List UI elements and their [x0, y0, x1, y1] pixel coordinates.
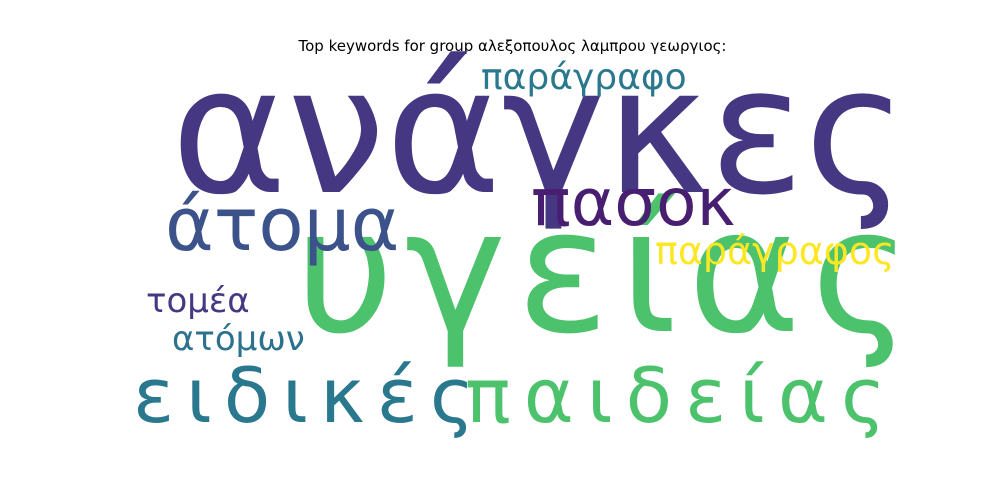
word-paideias: παιδείας [465, 351, 899, 440]
word-cloud: ανάγκες υγείας παιδείας ειδικές άτομα πα… [125, 44, 912, 450]
word-pasok: πασοκ [531, 164, 736, 241]
word-paragrafos: παράγραφος [655, 229, 895, 273]
word-eidikes: ειδικές [133, 351, 487, 440]
word-anagkes: ανάγκες [171, 29, 908, 234]
word-ygeias: υγείας [295, 171, 922, 372]
figure-title: Top keywords for group αλεξοπουλος λαμπρ… [298, 37, 727, 55]
word-paragrafo: παράγραφο [481, 57, 687, 98]
word-tomea: τομέα [146, 281, 250, 321]
word-atoma: άτομα [165, 182, 400, 268]
word-atomon: ατόμων [172, 319, 305, 359]
